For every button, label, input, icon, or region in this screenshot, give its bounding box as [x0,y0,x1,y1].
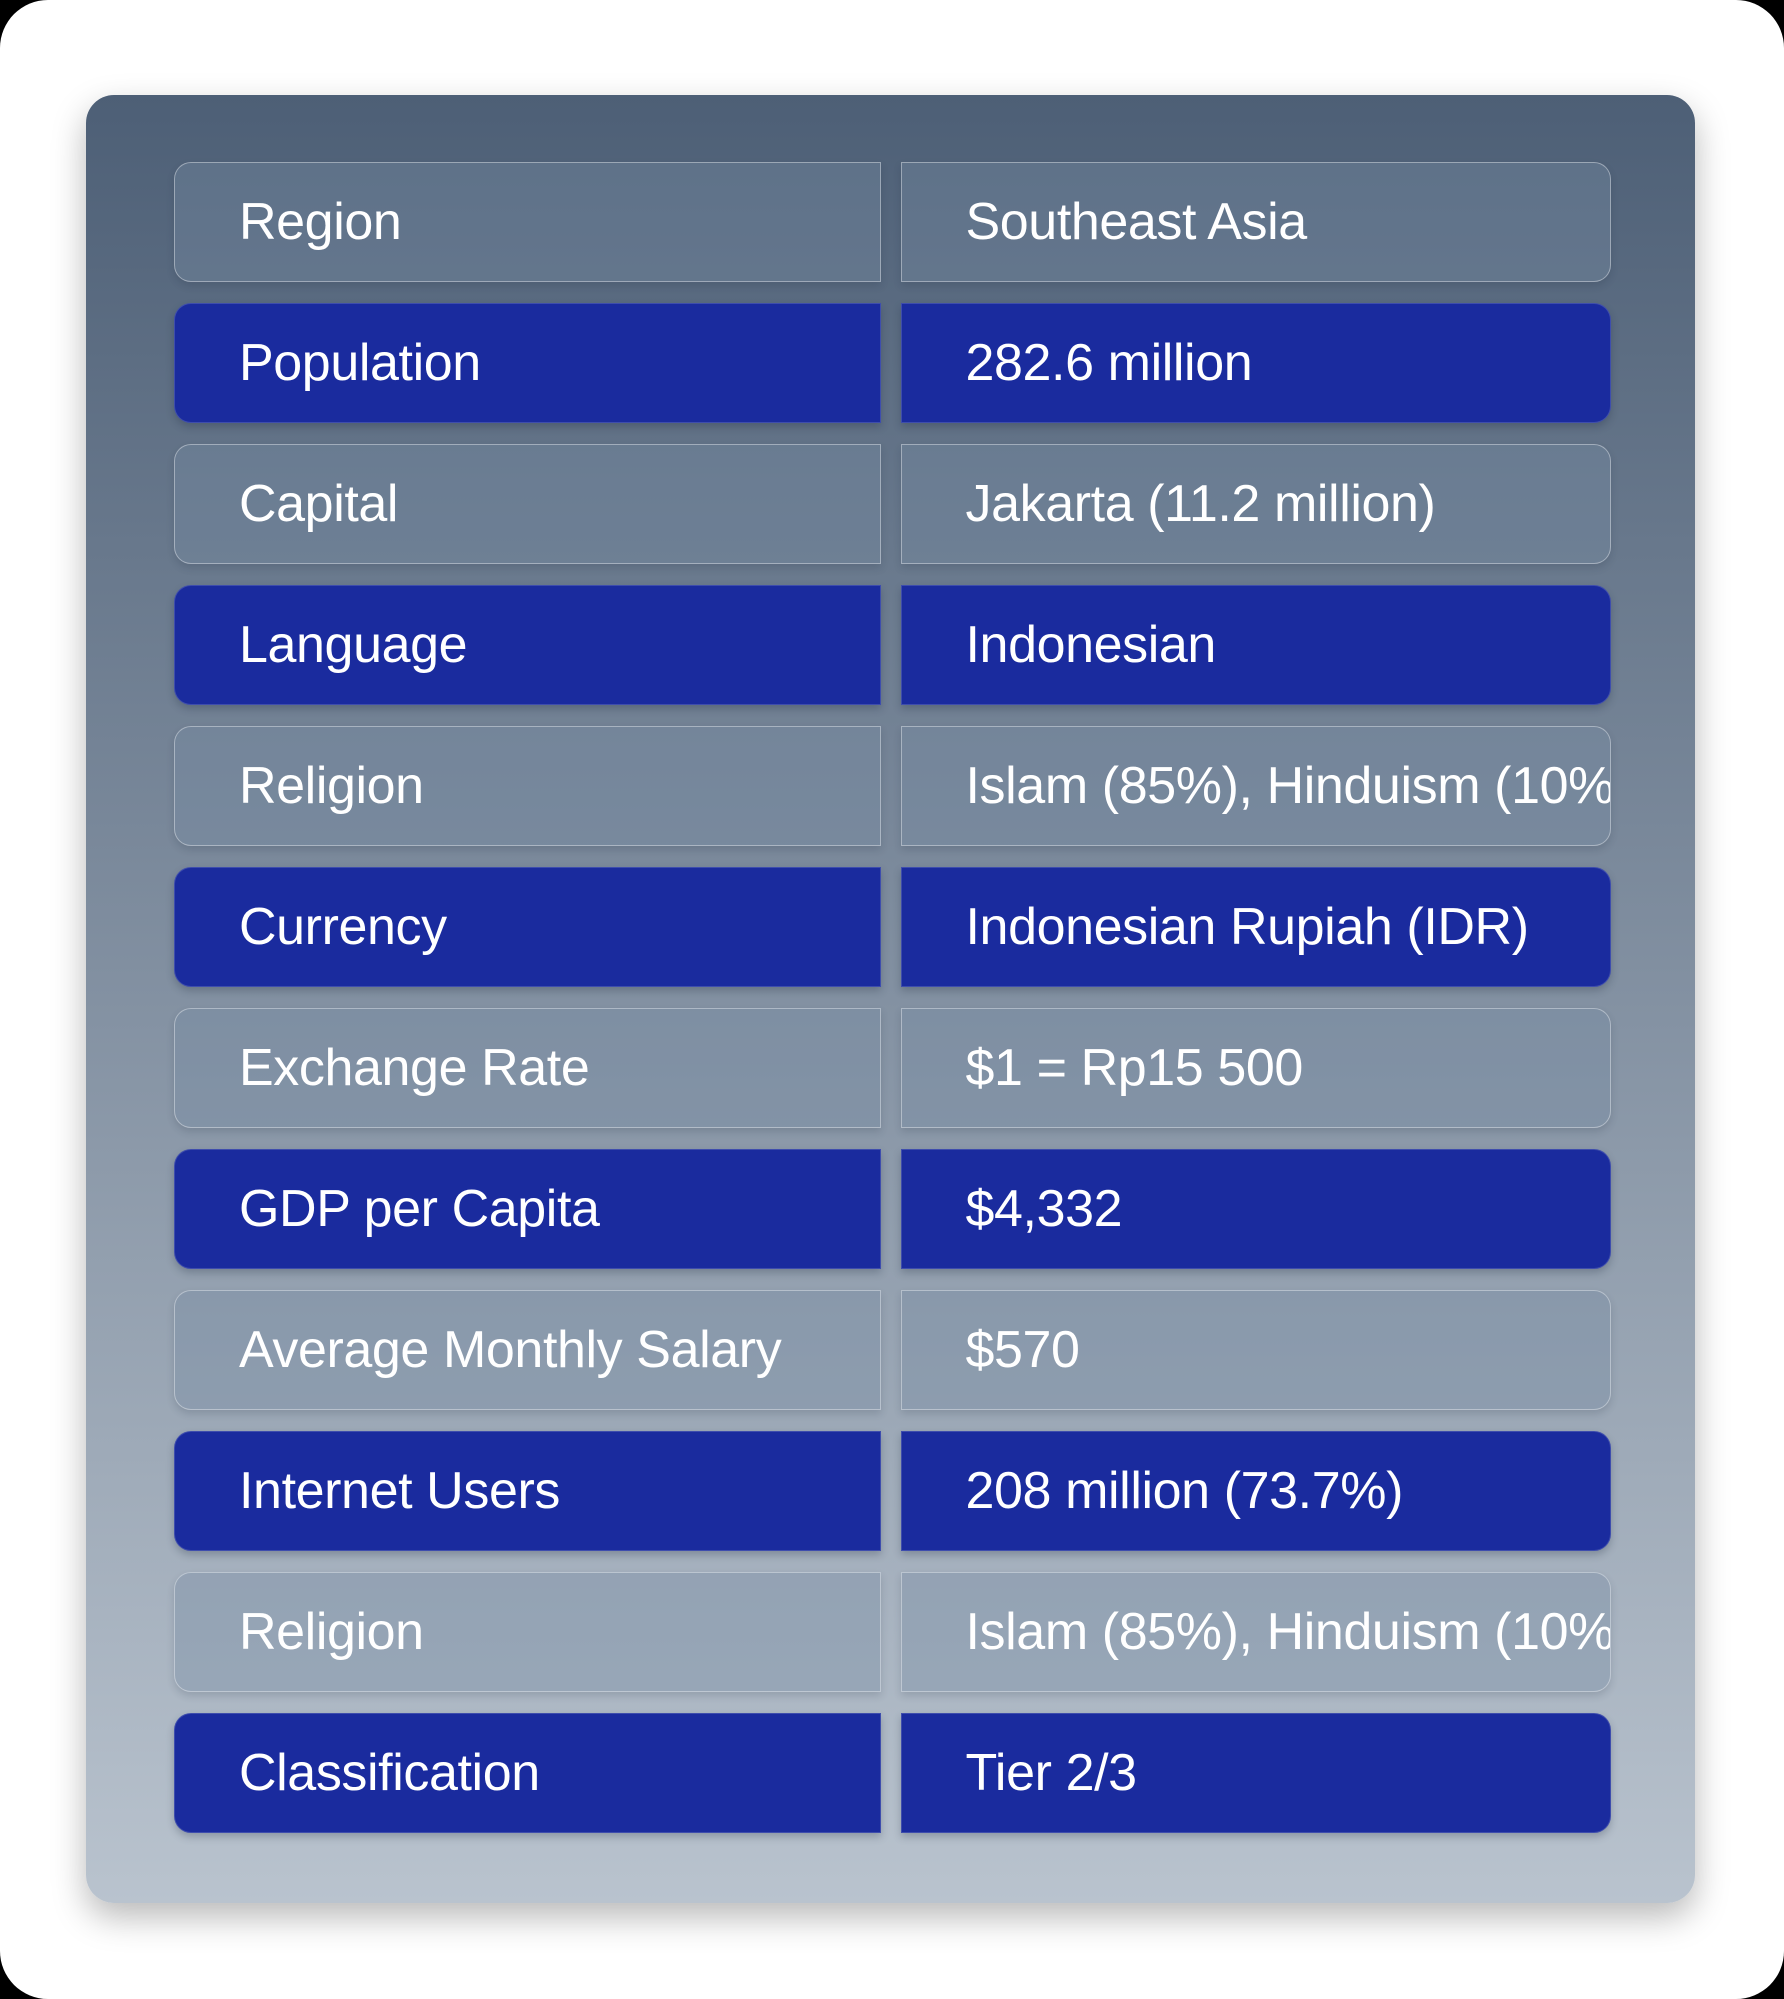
row-label: Currency [239,898,447,956]
row-value: Jakarta (11.2 million) [965,475,1436,533]
row-value-cell: Islam (85%), Hinduism (10%) [900,1572,1611,1692]
row-value-cell: Southeast Asia [900,162,1611,282]
row-value-cell: Indonesian Rupiah (IDR) [900,867,1611,987]
table-row: Classification Tier 2/3 [174,1713,1611,1833]
row-value-cell: Tier 2/3 [900,1713,1611,1833]
table-row: Average Monthly Salary $570 [174,1290,1611,1410]
row-label: GDP per Capita [239,1180,600,1238]
row-label-cell: Religion [174,726,881,846]
row-value: $4,332 [965,1180,1123,1238]
row-label: Internet Users [239,1462,560,1520]
row-value: Indonesian [965,616,1217,674]
row-value-cell: Indonesian [900,585,1611,705]
row-value-cell: Jakarta (11.2 million) [900,444,1611,564]
row-label: Exchange Rate [239,1039,590,1097]
row-label: Religion [239,757,424,815]
row-label-cell: Region [174,162,881,282]
row-label-cell: GDP per Capita [174,1149,881,1269]
row-value: $570 [965,1321,1080,1379]
row-value: 282.6 million [965,334,1253,392]
row-value: Southeast Asia [965,193,1308,251]
table-row: Currency Indonesian Rupiah (IDR) [174,867,1611,987]
row-label-cell: Exchange Rate [174,1008,881,1128]
row-label-cell: Currency [174,867,881,987]
row-value-cell: Islam (85%), Hinduism (10%) [900,726,1611,846]
table-row: Region Southeast Asia [174,162,1611,282]
country-info-card: Region Southeast Asia Population 282.6 m… [86,95,1695,1903]
row-value-cell: 282.6 million [900,303,1611,423]
table-row: Internet Users 208 million (73.7%) [174,1431,1611,1551]
row-label-cell: Average Monthly Salary [174,1290,881,1410]
row-value: Tier 2/3 [965,1744,1138,1802]
row-label: Average Monthly Salary [239,1321,782,1379]
row-label: Classification [239,1744,540,1802]
row-label: Language [239,616,468,674]
table-row: Religion Islam (85%), Hinduism (10%) [174,726,1611,846]
row-label: Capital [239,475,399,533]
row-label-cell: Internet Users [174,1431,881,1551]
row-label-cell: Religion [174,1572,881,1692]
row-label: Population [239,334,481,392]
row-value-cell: 208 million (73.7%) [900,1431,1611,1551]
row-label: Region [239,193,402,251]
country-info-table: Region Southeast Asia Population 282.6 m… [174,162,1611,1833]
table-row: Religion Islam (85%), Hinduism (10%) [174,1572,1611,1692]
row-value-cell: $1 = Rp15 500 [900,1008,1611,1128]
row-label: Religion [239,1603,424,1661]
row-label-cell: Language [174,585,881,705]
row-label-cell: Capital [174,444,881,564]
table-row: Capital Jakarta (11.2 million) [174,444,1611,564]
row-value: $1 = Rp15 500 [965,1039,1304,1097]
row-value-cell: $4,332 [900,1149,1611,1269]
table-row: Language Indonesian [174,585,1611,705]
row-value: Islam (85%), Hinduism (10%) [965,1603,1611,1661]
row-value: 208 million (73.7%) [965,1462,1404,1520]
table-row: GDP per Capita $4,332 [174,1149,1611,1269]
table-row: Exchange Rate $1 = Rp15 500 [174,1008,1611,1128]
table-row: Population 282.6 million [174,303,1611,423]
row-label-cell: Population [174,303,881,423]
row-value-cell: $570 [900,1290,1611,1410]
row-value: Islam (85%), Hinduism (10%) [965,757,1611,815]
row-label-cell: Classification [174,1713,881,1833]
row-value: Indonesian Rupiah (IDR) [965,898,1530,956]
